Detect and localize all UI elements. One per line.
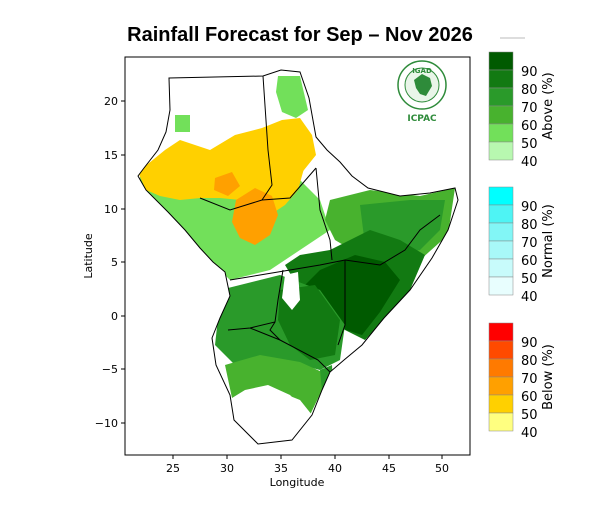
zone-north-patch xyxy=(175,115,190,132)
legend-below-swatch xyxy=(488,394,514,414)
y-axis-label: Latitude xyxy=(82,233,95,279)
logo-africa-icon xyxy=(414,74,432,96)
legend-below-label: 40 xyxy=(521,426,538,441)
legend-normal-label: 80 xyxy=(521,218,538,233)
legend-normal-label: 40 xyxy=(521,290,538,305)
legend-above-swatch xyxy=(488,123,514,143)
legend-below-label: 90 xyxy=(521,336,538,351)
legend-below-label: 80 xyxy=(521,354,538,369)
legend-above: 90 80 70 60 50 40 Above (%) xyxy=(488,51,556,170)
x-tick-label: 25 xyxy=(166,462,180,475)
legend-below-label: 50 xyxy=(521,408,538,423)
legend-below-title: Below (%) xyxy=(541,344,556,410)
x-tick-label: 30 xyxy=(220,462,234,475)
zone-north-green xyxy=(276,76,308,118)
legend-above-label: 80 xyxy=(521,83,538,98)
legend-below-swatch xyxy=(488,376,514,396)
x-tick-label: 40 xyxy=(328,462,342,475)
border-kenya-somalia xyxy=(337,260,346,346)
y-axis: 20 15 10 5 0 −5 −10 Latitude xyxy=(82,95,125,430)
y-tick-label: 5 xyxy=(111,256,118,269)
legend-normal-swatch xyxy=(488,258,514,278)
legend-above-swatch xyxy=(488,141,514,161)
border-ethiopia-west xyxy=(315,167,333,261)
zone-ea-white-gap xyxy=(282,272,300,310)
y-tick-label: −10 xyxy=(95,417,118,430)
legend-normal-swatch xyxy=(488,240,514,260)
x-tick-label: 45 xyxy=(382,462,396,475)
x-tick-label: 50 xyxy=(435,462,449,475)
x-axis-label: Longitude xyxy=(270,476,325,489)
legend-below-swatch xyxy=(488,412,514,432)
y-tick-label: 0 xyxy=(111,310,118,323)
legend-normal-swatch xyxy=(488,222,514,242)
legend-above-swatch xyxy=(488,105,514,125)
y-tick-label: −5 xyxy=(102,363,118,376)
zone-south-white xyxy=(236,388,312,444)
legend-below-label: 70 xyxy=(521,372,538,387)
legend-above-swatch xyxy=(488,69,514,89)
zone-orange-west xyxy=(214,172,240,196)
legend-above-swatch xyxy=(488,87,514,107)
y-tick-label: 10 xyxy=(104,203,118,216)
legend-normal-label: 90 xyxy=(521,200,538,215)
border-lake xyxy=(269,321,281,341)
legend-normal-title: Normal (%) xyxy=(541,204,556,278)
legend-normal-label: 50 xyxy=(521,272,538,287)
legend-normal-label: 70 xyxy=(521,236,538,251)
y-tick-label: 15 xyxy=(104,149,118,162)
legend-above-label: 70 xyxy=(521,101,538,116)
legend-normal-swatch xyxy=(488,276,514,296)
legend-below-swatch xyxy=(488,340,514,360)
legend-normal-label: 60 xyxy=(521,254,538,269)
x-axis: 25 30 35 40 45 50 Longitude xyxy=(166,455,449,489)
logo-top-text: IGAD xyxy=(412,67,432,75)
x-tick-label: 35 xyxy=(274,462,288,475)
legend-above-label: 50 xyxy=(521,137,538,152)
border-ethiopia-somalia xyxy=(344,214,441,266)
legend-above-title: Above (%) xyxy=(541,72,556,139)
legend-below-label: 60 xyxy=(521,390,538,405)
legend-below: 90 80 70 60 50 40 Below (%) xyxy=(488,322,556,441)
country-borders xyxy=(137,69,459,445)
border-ss-south xyxy=(229,259,346,281)
border-sudan-chad xyxy=(261,75,273,201)
border-tanzania xyxy=(249,327,331,373)
legend-below-swatch xyxy=(488,322,514,342)
legend-above-label: 40 xyxy=(521,155,538,170)
y-tick-label: 20 xyxy=(104,95,118,108)
forecast-cells xyxy=(138,70,458,444)
legend-above-label: 90 xyxy=(521,65,538,80)
map-title: Rainfall Forecast for Sep – Nov 2026 xyxy=(127,24,473,46)
legend-normal-swatch xyxy=(488,186,514,206)
border-sudan-south xyxy=(199,167,317,211)
logo-bottom-text: ICPAC xyxy=(407,114,437,124)
zone-white-ne xyxy=(312,160,352,200)
legend-above-label: 60 xyxy=(521,119,538,134)
zone-yellow-east xyxy=(262,140,305,215)
legend-below-swatch xyxy=(488,358,514,378)
zone-orange-core xyxy=(232,188,278,245)
igad-icpac-logo: IGAD ICPAC xyxy=(397,60,447,124)
legend-above-swatch xyxy=(488,51,514,71)
legend-normal-swatch xyxy=(488,204,514,224)
